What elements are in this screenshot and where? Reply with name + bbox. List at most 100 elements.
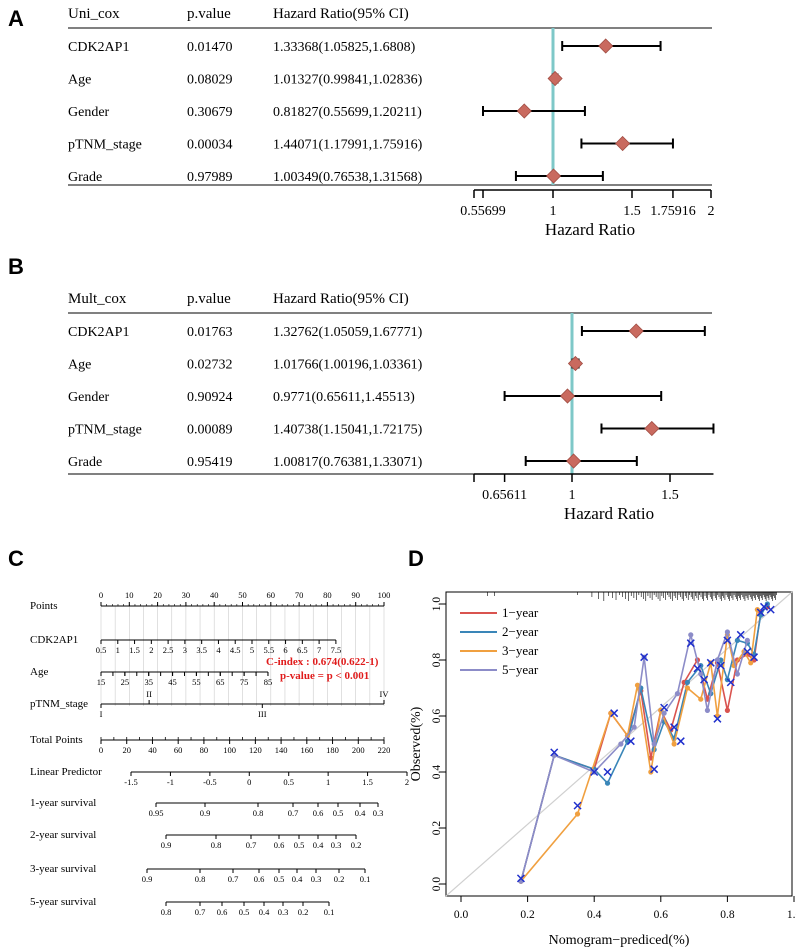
scale-tick-label: 0.4 [259, 907, 270, 917]
x-tick-label: 2 [708, 204, 715, 219]
x-tick-label: 0.8 [720, 909, 735, 921]
nomogram: Points CDK2AP1 Age pTNM_stage Total Points Li… [30, 590, 409, 917]
scale-tick-label: 0.2 [351, 840, 362, 850]
x-tick-label: 1 [550, 204, 557, 219]
scale-tick-label: 3.5 [196, 645, 207, 655]
scale-tick-label: 0.9 [200, 808, 211, 818]
scale-tick-label: 70 [295, 590, 304, 600]
row-name: CDK2AP1 [68, 40, 129, 55]
calibration-plot: 0.0 0.2 0.4 0.6 0.8 1.0 0.0 0.2 0.4 0.6 0.8 1.0 Nomo… [409, 591, 796, 948]
scale-tick-label: 20 [122, 745, 131, 755]
y-tick-label: 0.2 [431, 821, 443, 836]
x-axis-title: Nomogram−prediced(%) [549, 933, 690, 948]
row-p-value: 0.95419 [187, 455, 233, 470]
hr-point [566, 453, 582, 469]
scale-tick-label: 50 [238, 590, 247, 600]
scale-tick-label: 0.5 [333, 808, 344, 818]
observed-x-mark [766, 605, 775, 614]
scale-tick-label: 0.3 [311, 874, 322, 884]
scale-tick-label: 0 [99, 745, 103, 755]
forest-plot-uni-cox: Uni_cox p.value Hazard Ratio(95% CI) CDK2AP… [68, 6, 715, 239]
scale-tick-label: 0.9 [142, 874, 153, 884]
row-hr-text: 1.01327(0.99841,1.02836) [273, 73, 423, 88]
scale-tick-label: -0.5 [203, 777, 216, 787]
series-line [520, 609, 759, 882]
row-p-value: 0.01470 [187, 40, 233, 55]
hr-point [559, 388, 576, 404]
series-point [748, 660, 754, 666]
panel-label-a: A [8, 6, 24, 31]
observed-x-mark [759, 602, 769, 611]
x-tick-label: 1.75916 [650, 204, 696, 219]
x-tick-label: 1.0 [787, 909, 796, 921]
legend-label: 1−year [502, 605, 539, 620]
scale-tick-label: 0.8 [195, 874, 206, 884]
plot-frame [445, 591, 793, 897]
observed-x-mark [516, 874, 525, 883]
observed-x-mark [743, 647, 752, 656]
scale-tick-label: 160 [300, 745, 313, 755]
scale-tick-label: 90 [351, 590, 360, 600]
scale-name: CDK2AP1 [30, 634, 78, 646]
scale-name: 3-year survival [30, 863, 96, 875]
row-p-value: 0.97989 [187, 170, 233, 185]
scale-tick-label: 0.3 [373, 808, 384, 818]
series-point [618, 741, 624, 747]
x-tick-label: 0.55699 [460, 204, 506, 219]
scale-tick-label: 0.6 [313, 808, 324, 818]
x-tick-label: 1 [569, 488, 576, 503]
observed-x-mark [550, 748, 559, 757]
scale-tick-label: 65 [216, 677, 225, 687]
scale-tick-label: 25 [121, 677, 130, 687]
y-axis-title: Observed(%) [409, 706, 424, 781]
observed-x-mark [693, 664, 702, 673]
series-point [651, 741, 657, 747]
scale-tick-label: 3 [183, 645, 187, 655]
scale-tick-label: 80 [323, 590, 332, 600]
x-tick-label: 0.4 [587, 909, 602, 921]
row-name: CDK2AP1 [68, 325, 129, 340]
y-tick-label: 0.6 [431, 709, 443, 724]
scale-tick-label: 75 [240, 677, 249, 687]
scale-tick-label: I [100, 709, 103, 719]
observed-x-mark [660, 703, 669, 712]
row-p-value: 0.00089 [187, 423, 233, 438]
scale-tick-label: 0.4 [313, 840, 324, 850]
scale-tick-label: 180 [326, 745, 339, 755]
scale-tick-label: 1.5 [129, 645, 140, 655]
series-point [698, 696, 704, 702]
row-hr-text: 1.00817(0.76381,1.33071) [273, 455, 423, 470]
row-name: Gender [68, 105, 110, 120]
series-point [671, 741, 677, 747]
x-tick-label: 0.65611 [482, 488, 527, 503]
scale-tick-label: 0.2 [334, 874, 345, 884]
series-point [698, 671, 704, 677]
header-model: Mult_cox [68, 291, 127, 307]
scale-tick-label: 40 [148, 745, 157, 755]
row-name: Age [68, 73, 91, 88]
y-tick-label: 1.0 [431, 597, 443, 612]
scale-tick-label: 5.5 [263, 645, 274, 655]
panel-label-c: C [8, 546, 24, 571]
observed-x-mark [603, 767, 612, 777]
row-p-value: 0.01763 [187, 325, 233, 340]
scale-tick-label: 15 [97, 677, 106, 687]
scale-tick-label: 0.5 [96, 645, 107, 655]
header-hazard-ratio: Hazard Ratio(95% CI) [273, 291, 409, 307]
p-value-label: p-value = p < 0.001 [280, 670, 369, 682]
series-point [724, 707, 731, 714]
scale-tick-label: 0.8 [161, 907, 172, 917]
scale-tick-label: 0.5 [239, 907, 250, 917]
observed-x-mark [590, 767, 599, 777]
scale-tick-label: 120 [249, 745, 262, 755]
scale-tick-label: 0.5 [274, 874, 285, 884]
scale-tick-label: 0.1 [360, 874, 371, 884]
series-line [520, 629, 749, 882]
row-hr-text: 1.44071(1.17991,1.75916) [273, 138, 423, 153]
scale-tick-label: 1.5 [362, 777, 373, 787]
scale-tick-label: 0.8 [211, 840, 222, 850]
observed-x-mark [716, 661, 725, 670]
scale-tick-label: III [258, 709, 267, 719]
row-p-value: 0.30679 [187, 105, 233, 120]
observed-x-mark [713, 714, 722, 723]
